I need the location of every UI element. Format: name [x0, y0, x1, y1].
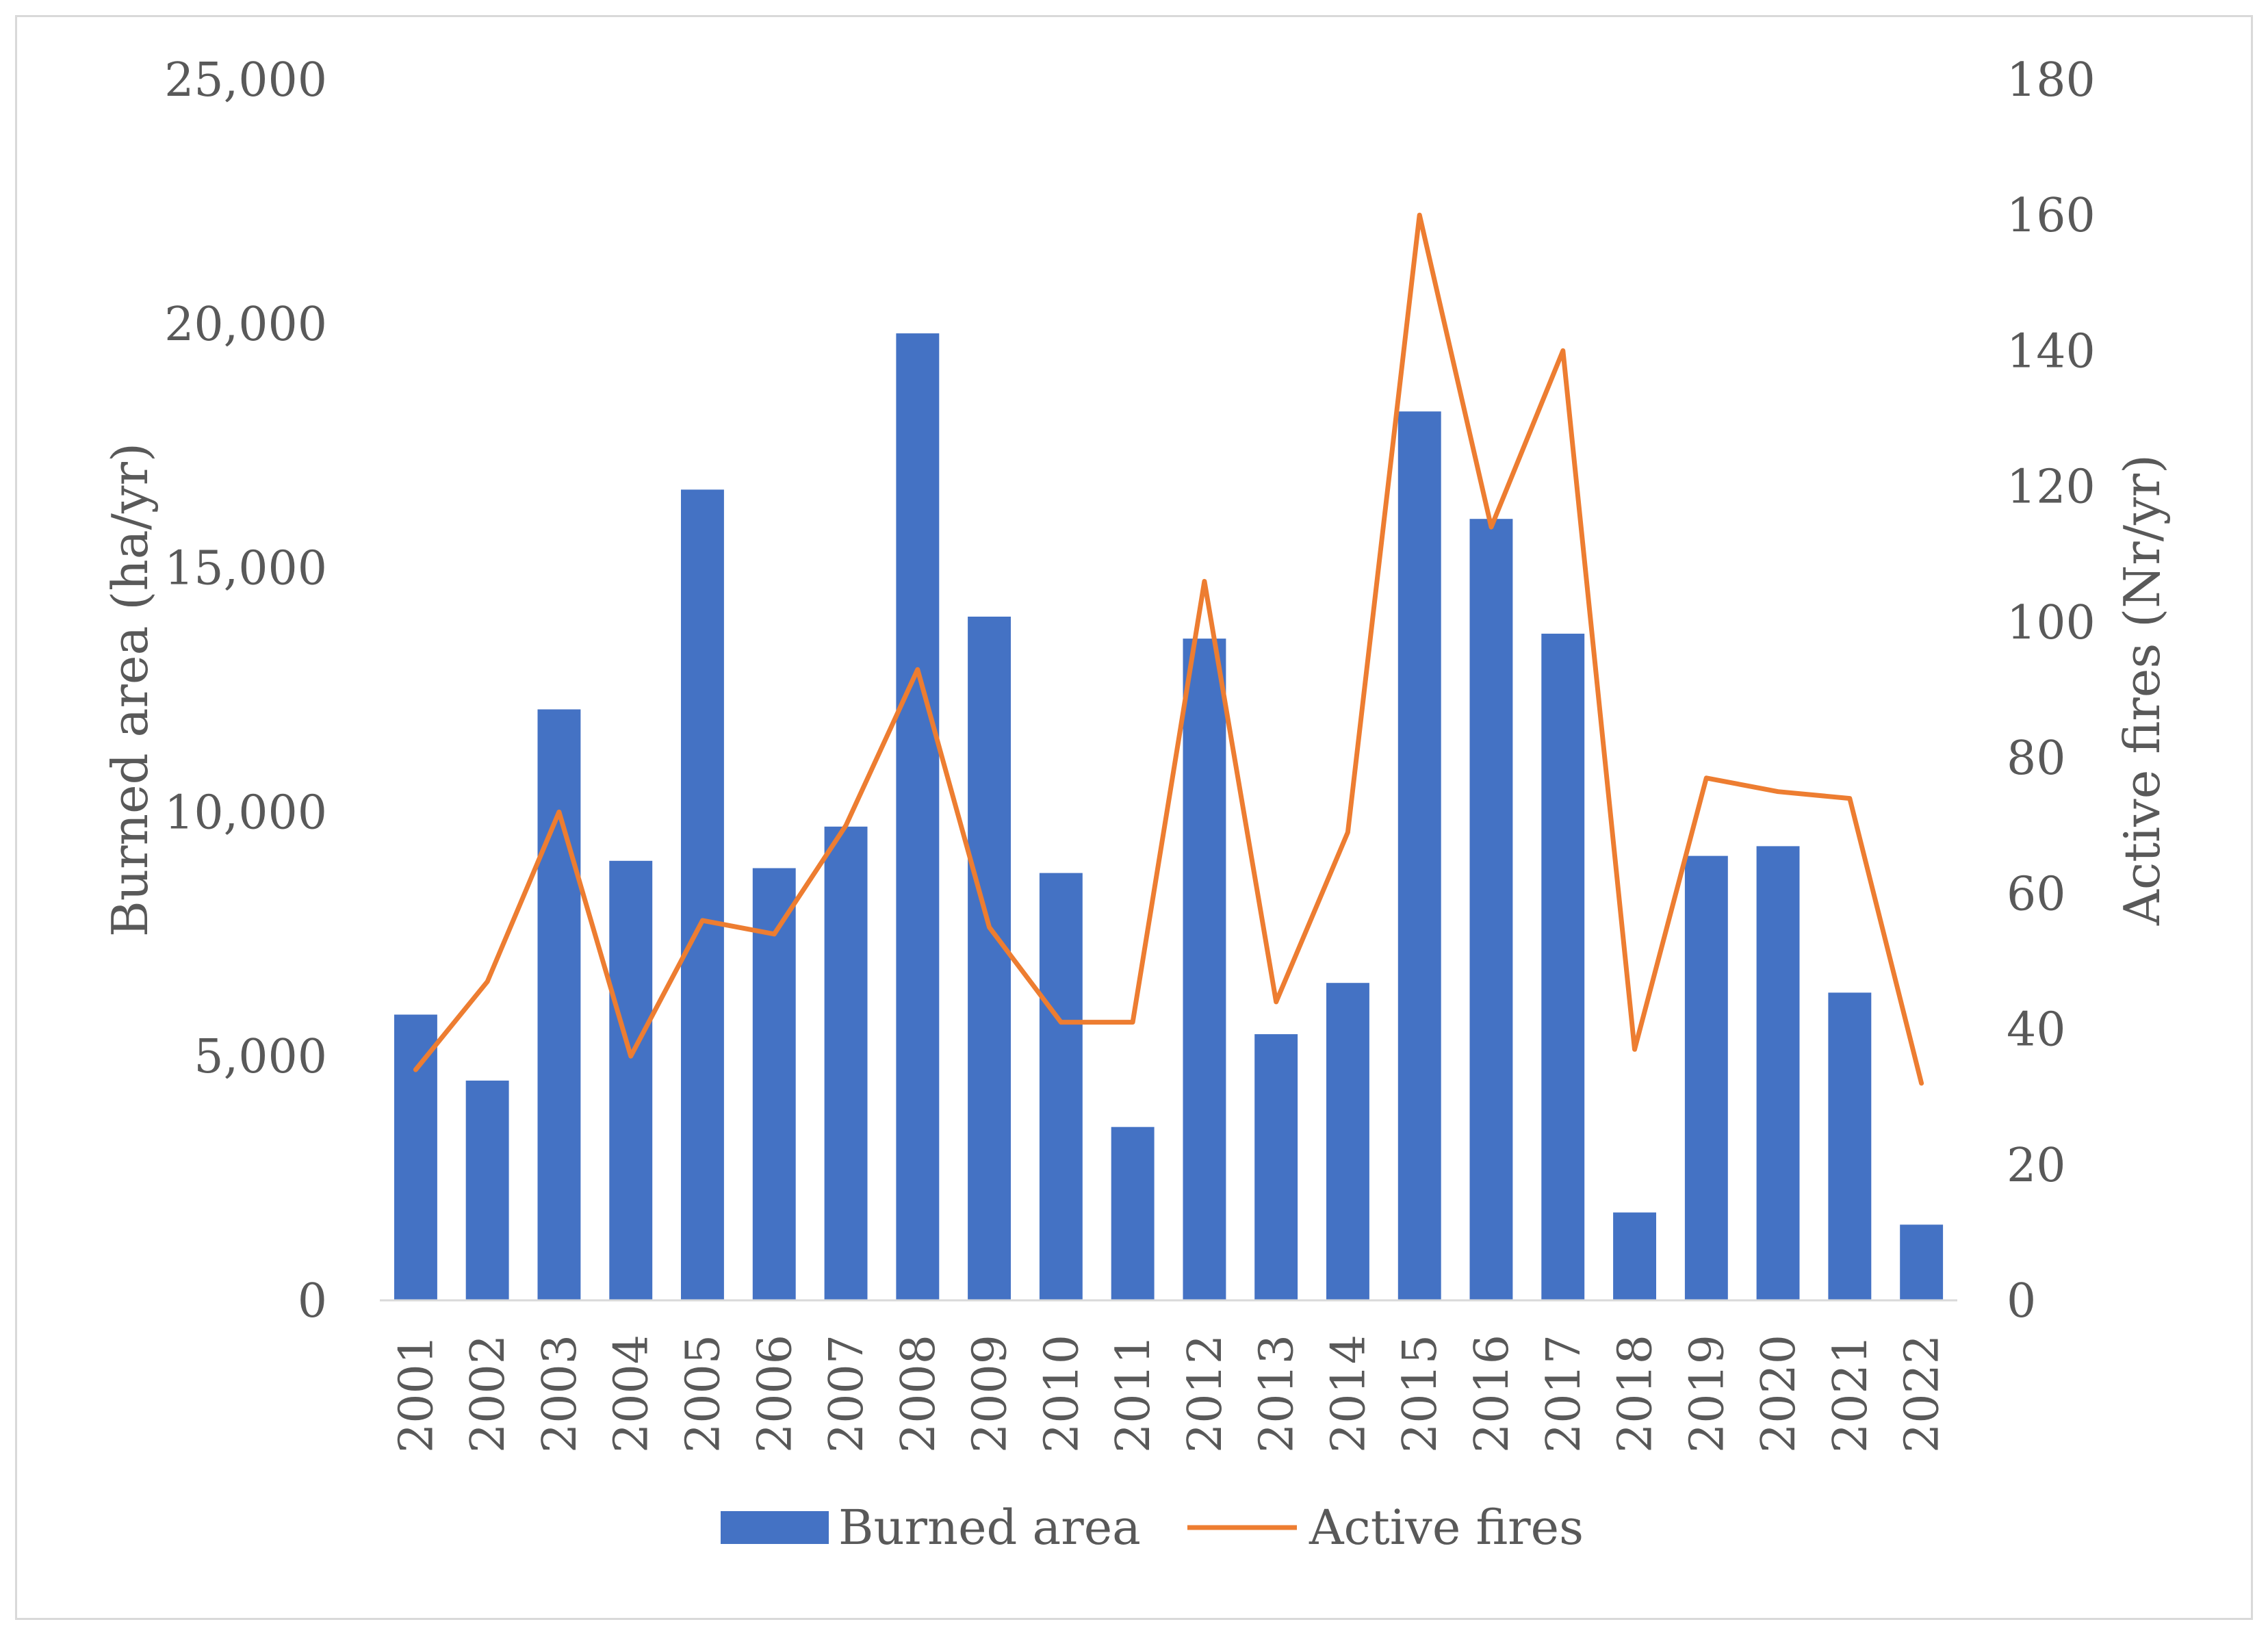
bar-burned-area-2022	[1900, 1224, 1944, 1300]
y-right-tick-label: 0	[2007, 1274, 2036, 1328]
axes-layer: 0 5,000 10,000 15,000 20,000 25,000 0 20 40 60 80 1…	[101, 53, 2171, 1453]
y-right-tick-label: 120	[2007, 461, 2096, 515]
y-left-tick-label: 5,000	[194, 1030, 327, 1084]
y-left-tick-label: 20,000	[164, 298, 327, 352]
bar-burned-area-2003	[537, 709, 581, 1300]
x-tick-label: 2003	[533, 1335, 587, 1453]
bar-burned-area-2007	[824, 826, 868, 1300]
x-tick-label: 2020	[1752, 1335, 1806, 1453]
y-left-tick-label: 10,000	[164, 786, 327, 840]
bar-burned-area-2001	[394, 1014, 437, 1300]
y-right-tick-label: 160	[2007, 189, 2096, 243]
x-tick-label: 2008	[892, 1335, 946, 1453]
x-tick-label: 2011	[1107, 1335, 1161, 1453]
legend-label-burned-area: Burned area	[838, 1499, 1141, 1556]
y-left-tick-label: 0	[298, 1274, 327, 1328]
bar-burned-area-2013	[1254, 1034, 1298, 1300]
y-right-tick-label: 80	[2007, 732, 2066, 786]
bar-burned-area-2020	[1756, 846, 1800, 1300]
x-tick-label: 2012	[1178, 1335, 1233, 1453]
y-right-tick-label: 20	[2007, 1139, 2066, 1193]
x-tick-label: 2015	[1393, 1335, 1447, 1453]
chart-frame	[15, 15, 2253, 1620]
y-right-tick-label: 140	[2007, 324, 2096, 378]
bar-burned-area-2004	[609, 860, 653, 1300]
legend: Burned area Active fires	[721, 1499, 1584, 1556]
bar-burned-area-2019	[1684, 855, 1728, 1300]
bar-burned-area-2008	[896, 333, 940, 1301]
bar-burned-area-2010	[1039, 873, 1083, 1300]
bar-burned-area-2011	[1111, 1127, 1155, 1300]
bar-burned-area-2015	[1397, 411, 1441, 1301]
y-left-tick-label: 15,000	[164, 542, 327, 596]
x-tick-label: 2002	[461, 1335, 515, 1453]
line-layer	[413, 212, 1924, 1086]
y-left-tick-label: 25,000	[164, 53, 327, 107]
y-right-tick-label: 180	[2007, 53, 2096, 107]
bar-burned-area-2017	[1541, 633, 1585, 1300]
x-tick-label: 2007	[820, 1335, 874, 1453]
y-right-tick-label: 40	[2007, 1003, 2066, 1057]
x-tick-label: 2001	[389, 1335, 443, 1453]
x-tick-label: 2004	[605, 1335, 659, 1453]
x-tick-label: 2009	[964, 1335, 1018, 1453]
bar-burned-area-2005	[681, 489, 724, 1300]
x-tick-label: 2010	[1035, 1335, 1089, 1453]
x-tick-label: 2005	[677, 1335, 731, 1453]
bar-burned-area-2021	[1828, 992, 1872, 1300]
x-tick-label: 2017	[1537, 1335, 1591, 1453]
bar-burned-area-2006	[752, 868, 796, 1300]
x-tick-label: 2019	[1680, 1335, 1734, 1453]
bar-burned-area-2018	[1613, 1212, 1656, 1300]
bar-burned-area-2014	[1326, 983, 1369, 1300]
bar-burned-area-2012	[1183, 639, 1226, 1300]
x-tick-label: 2006	[748, 1335, 802, 1453]
x-tick-label: 2014	[1322, 1335, 1376, 1453]
x-tick-label: 2018	[1609, 1335, 1663, 1453]
x-tick-label: 2021	[1824, 1335, 1878, 1453]
y-right-tick-label: 60	[2007, 867, 2066, 921]
legend-swatch-burned-area	[721, 1511, 829, 1544]
x-tick-label: 2013	[1250, 1335, 1304, 1453]
bar-burned-area-2016	[1469, 519, 1513, 1301]
bar-burned-area-2009	[968, 617, 1011, 1300]
bars-layer	[394, 333, 1944, 1301]
bar-burned-area-2002	[465, 1080, 509, 1300]
y-right-tick-label: 100	[2007, 596, 2096, 650]
legend-label-active-fires: Active fires	[1309, 1499, 1584, 1556]
y-right-axis-title: Active fires (Nr/yr)	[2113, 454, 2171, 926]
x-tick-label: 2016	[1465, 1335, 1519, 1453]
line-active-fires	[413, 212, 1924, 1086]
x-tick-label: 2022	[1896, 1335, 1950, 1453]
y-left-axis-title: Burned area (ha/yr)	[101, 443, 159, 937]
